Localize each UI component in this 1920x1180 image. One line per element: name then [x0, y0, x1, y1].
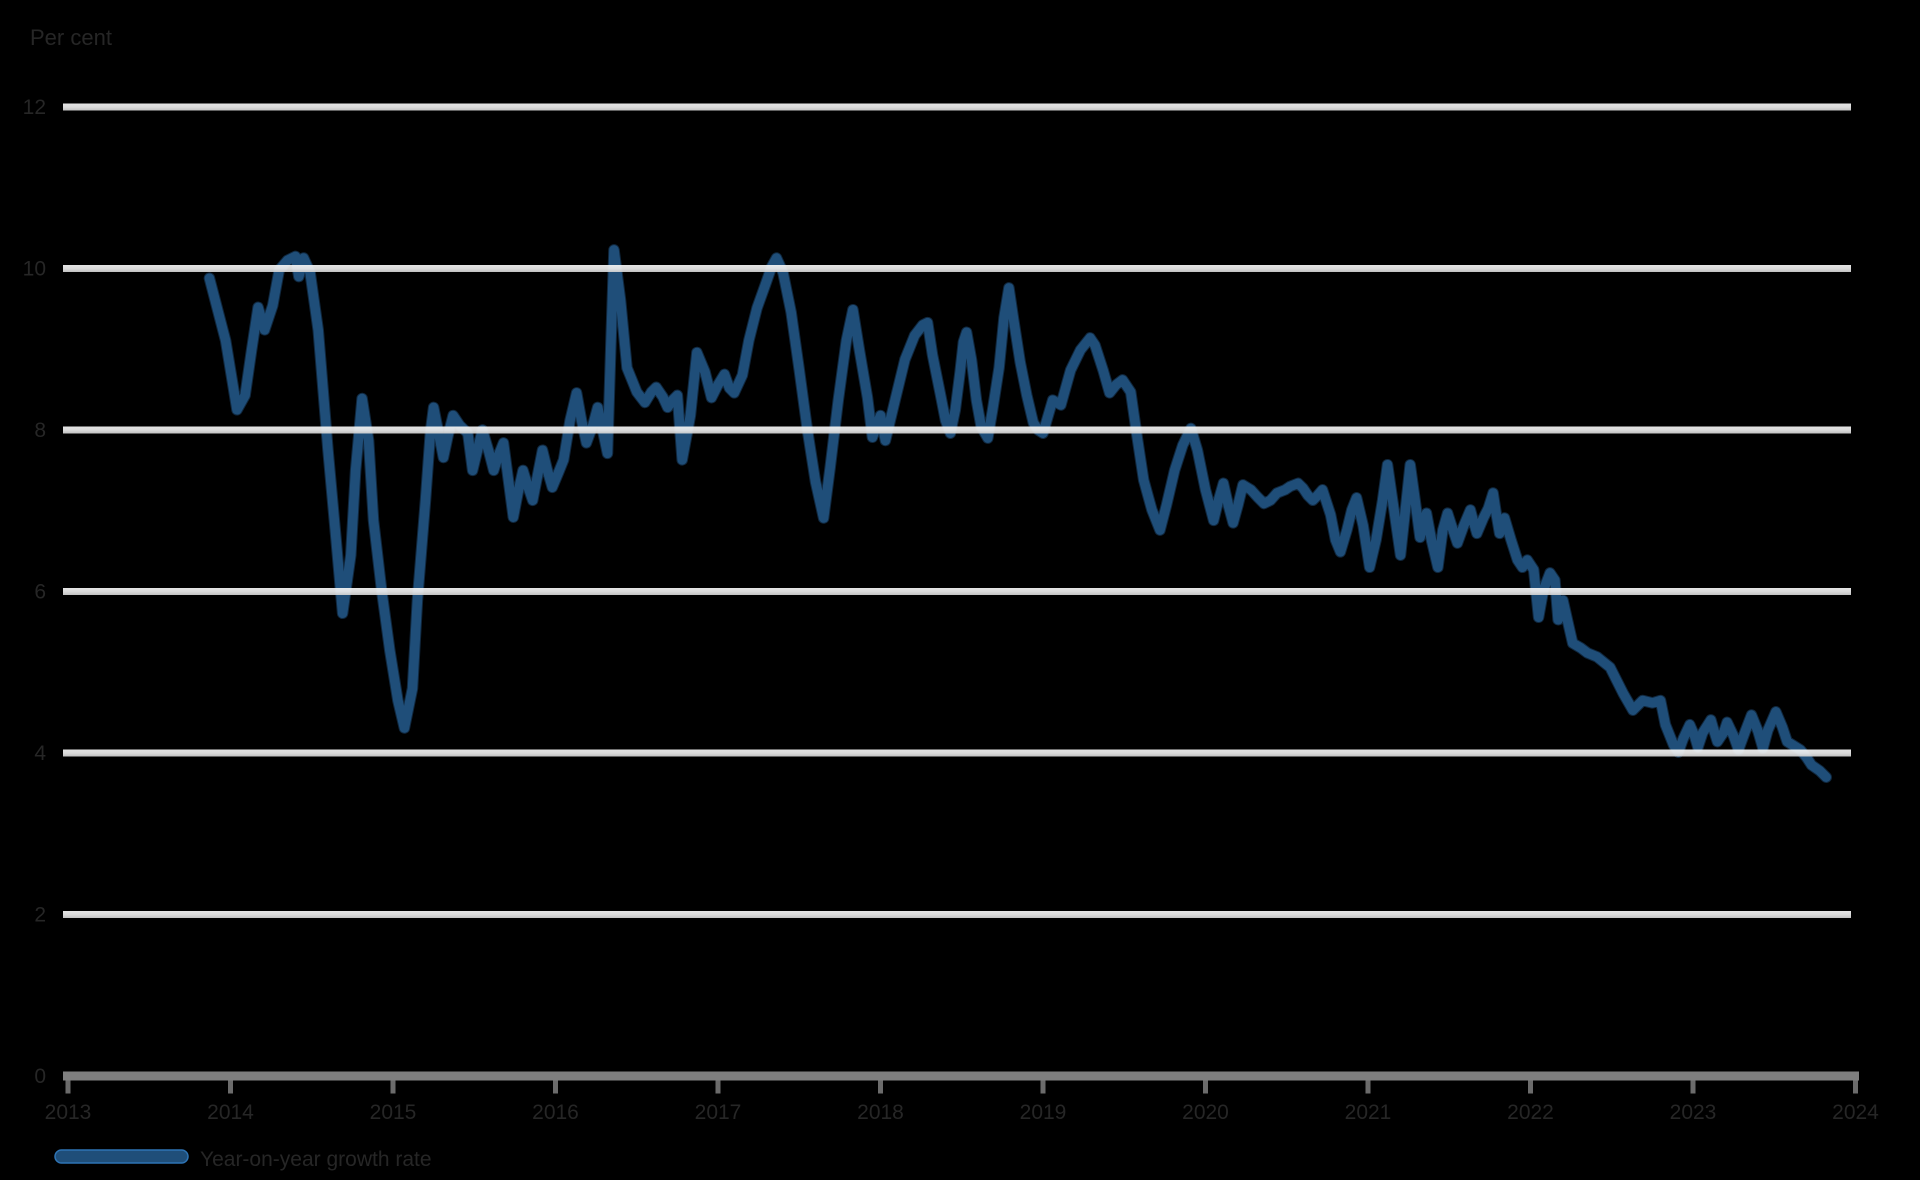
x-axis-label: 2018	[857, 1101, 904, 1124]
x-axis-tick	[1365, 1080, 1371, 1094]
x-axis-tick	[553, 1080, 558, 1094]
gridline	[63, 588, 1851, 595]
legend: Year-on-year growth rate	[54, 1148, 432, 1171]
legend-series-label: Year-on-year growth rate	[200, 1148, 432, 1171]
x-axis-label: 2024	[1832, 1101, 1879, 1124]
y-axis-label: 6	[34, 581, 46, 604]
y-axis-label: 8	[34, 419, 46, 442]
x-axis-tick	[1528, 1080, 1533, 1094]
gridline	[63, 749, 1851, 757]
x-axis-tick	[1690, 1080, 1696, 1094]
axes: 2013 2014 2015 2016 2017 2018 2019 2020 2021 2022…	[23, 96, 1880, 1124]
y-axis-label: 12	[23, 96, 46, 119]
x-axis-tick	[878, 1080, 883, 1094]
gridline	[63, 426, 1851, 434]
y-axis-label: 10	[23, 258, 46, 281]
series-layer	[203, 244, 1832, 783]
x-axis-tick	[1203, 1080, 1208, 1094]
y-axis-label: 4	[34, 742, 46, 765]
x-axis-label: 2023	[1670, 1101, 1717, 1124]
legend-series-swatch	[54, 1149, 189, 1164]
x-axis-tick	[228, 1080, 233, 1094]
series-line	[204, 245, 1831, 782]
x-axis-label: 2019	[1020, 1101, 1067, 1124]
gridline	[63, 265, 1851, 272]
gridline	[63, 103, 1851, 111]
x-axis-label: 2015	[370, 1101, 417, 1124]
gridline	[63, 911, 1851, 918]
y-axis-label: 2	[34, 904, 46, 927]
x-axis-tick	[715, 1080, 721, 1094]
x-axis-line	[63, 1071, 1859, 1081]
x-axis-label: 2016	[532, 1101, 579, 1124]
x-axis-tick	[390, 1080, 396, 1094]
gridlines	[63, 103, 1851, 918]
x-axis-label: 2020	[1182, 1101, 1229, 1124]
x-axis-label: 2014	[207, 1101, 254, 1124]
x-axis-tick	[1040, 1080, 1046, 1094]
x-axis-tick	[65, 1080, 71, 1094]
x-axis-label: 2021	[1345, 1101, 1392, 1124]
y-axis-label: 0	[34, 1065, 46, 1088]
x-axis-label: 2013	[45, 1101, 92, 1124]
chart-title: Per cent	[30, 25, 112, 50]
x-axis-label: 2022	[1507, 1101, 1554, 1124]
x-axis-tick	[1853, 1080, 1858, 1094]
x-axis-label: 2017	[695, 1101, 742, 1124]
